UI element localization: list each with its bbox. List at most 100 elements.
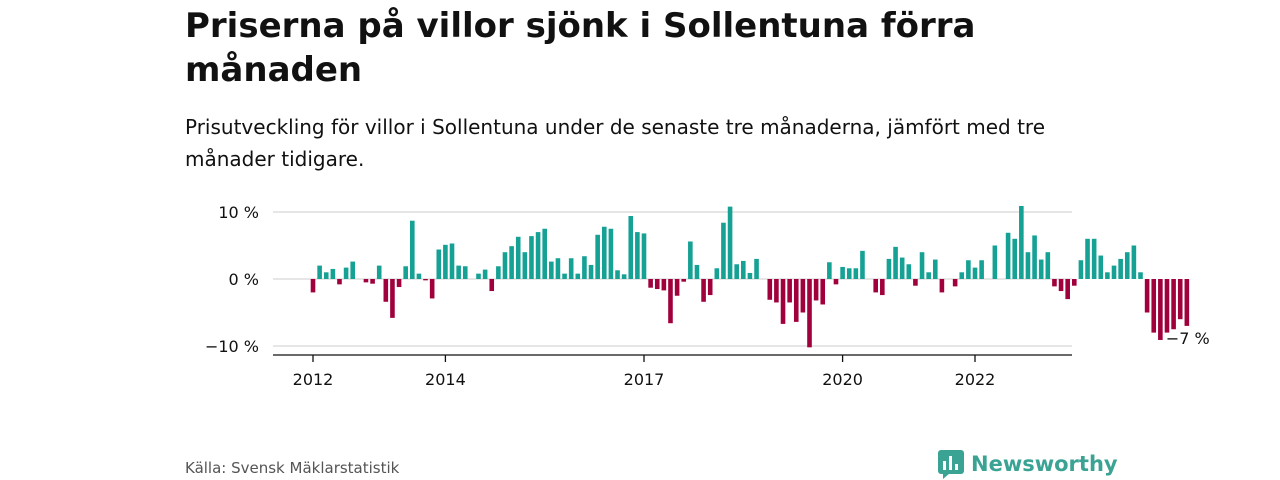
bar-positive [747, 272, 753, 279]
bar-negative [780, 279, 786, 324]
last-value-label: −7 % [1166, 329, 1210, 348]
bar-positive [496, 266, 501, 279]
bar-negative [661, 279, 667, 291]
bar-positive [575, 273, 581, 279]
bar-positive [317, 265, 322, 279]
bar-positive [926, 272, 931, 279]
bar-positive [462, 266, 468, 279]
bar-positive [1131, 245, 1137, 279]
bar-negative [1177, 279, 1183, 320]
bar-negative [952, 279, 958, 287]
bar-positive [449, 243, 455, 279]
bar-positive [1078, 260, 1084, 279]
bar-positive [343, 267, 349, 279]
bar-positive [1025, 252, 1031, 279]
bar-negative [873, 279, 878, 293]
bar-positive [932, 259, 938, 279]
bar-negative [429, 279, 435, 299]
bar-positive [1032, 235, 1037, 279]
bar-positive [721, 222, 726, 279]
bar-positive [641, 233, 647, 279]
bar-positive [741, 260, 746, 279]
bar-positive [1091, 238, 1097, 279]
bar-positive [992, 245, 998, 279]
bar-negative [939, 279, 945, 293]
bar-positive [840, 266, 845, 279]
bar-positive [827, 262, 832, 279]
bar-negative [681, 279, 687, 282]
bar-positive [1045, 252, 1051, 279]
bar-negative [489, 279, 495, 292]
bar-positive [515, 236, 521, 279]
brand-name: Newsworthy [971, 452, 1118, 476]
bar-negative [337, 279, 342, 285]
bar-negative [787, 279, 792, 303]
bar-positive [1111, 265, 1117, 279]
bar-negative [1072, 279, 1077, 286]
bar-negative [1151, 279, 1157, 333]
bar-positive [529, 236, 534, 279]
bar-positive [323, 272, 329, 279]
x-tick-label: 2014 [425, 370, 466, 389]
bar-negative [383, 279, 389, 302]
bar-positive [595, 234, 600, 279]
bar-positive [410, 220, 415, 279]
bar-negative [913, 279, 918, 286]
bar-negative [1052, 279, 1057, 287]
bar-positive [1124, 252, 1130, 279]
bar-positive [502, 252, 508, 279]
bar-negative [701, 279, 706, 302]
bar-negative [793, 279, 799, 322]
bar-positive [1098, 255, 1104, 279]
bar-positive [549, 261, 554, 279]
bar-positive [860, 250, 865, 279]
bar-positive [535, 232, 541, 279]
bar-negative [370, 279, 375, 284]
bar-negative [654, 279, 660, 290]
bar-positive [1118, 258, 1123, 279]
bar-negative [674, 279, 680, 296]
bar-negative [390, 279, 395, 318]
bar-positive [635, 232, 640, 279]
bar-positive [350, 261, 356, 279]
bars [310, 205, 1190, 348]
bar-positive [979, 260, 984, 279]
y-tick-label: 0 % [229, 270, 259, 289]
bar-positive [562, 273, 567, 279]
bar-negative [1171, 279, 1176, 330]
bar-negative [423, 279, 428, 281]
bar-positive [1105, 272, 1110, 279]
bar-negative [774, 279, 779, 303]
bar-negative [1058, 279, 1064, 292]
bar-positive [436, 249, 442, 279]
chart-subtitle: Prisutveckling för villor i Sollentuna u… [185, 115, 1046, 171]
bar-positive [899, 257, 905, 279]
bar-positive [330, 268, 336, 279]
brand-logo[interactable]: Newsworthy [937, 449, 1118, 479]
bar-positive [966, 260, 971, 279]
bar-positive [959, 272, 965, 279]
bar-positive [754, 258, 759, 279]
bar-negative [363, 279, 369, 283]
bar-positive [416, 273, 422, 279]
x-axis [273, 354, 1072, 362]
bar-negative [813, 279, 819, 301]
bar-positive [509, 246, 514, 279]
bar-positive [919, 252, 925, 279]
bar-negative [1164, 279, 1170, 333]
bar-negative [833, 279, 839, 285]
x-tick-label: 2017 [624, 370, 665, 389]
bar-positive [588, 264, 594, 279]
bar-positive [542, 228, 547, 279]
bar-positive [886, 258, 892, 279]
newsworthy-logo-icon [938, 450, 964, 479]
x-tick-label: 2020 [822, 370, 863, 389]
bar-negative [648, 279, 653, 288]
bar-negative [1144, 279, 1150, 313]
bar-negative [820, 279, 826, 305]
y-tick-label: −10 % [205, 337, 259, 356]
bar-positive [694, 264, 700, 279]
bar-positive [621, 274, 627, 279]
bar-positive [906, 264, 912, 279]
